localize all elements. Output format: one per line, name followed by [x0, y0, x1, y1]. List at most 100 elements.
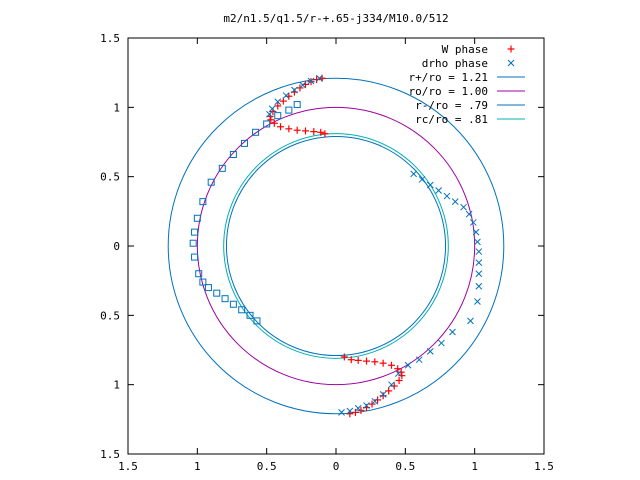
data-points: [189, 74, 483, 418]
chart-title: m2/n1.5/q1.5/r-+.65-j334/M10.0/512: [223, 12, 448, 25]
y-tick-label: 1: [113, 101, 120, 114]
x-tick-label: 0.5: [395, 460, 415, 473]
marker-stroke: [229, 150, 237, 158]
data-point: [418, 176, 426, 183]
data-point: [195, 270, 203, 278]
marker-stroke: [285, 106, 293, 114]
data-point: [268, 105, 276, 113]
data-point: [410, 170, 418, 178]
marker-stroke: [268, 105, 276, 113]
data-point: [371, 397, 379, 405]
data-point: [385, 387, 393, 395]
data-point: [363, 402, 370, 409]
data-point: [263, 120, 271, 128]
data-point: [475, 248, 483, 255]
marker-stroke: [213, 289, 221, 297]
y-tick-label: 1.5: [100, 448, 120, 461]
data-point: [371, 358, 379, 366]
marker-stroke: [469, 219, 477, 226]
marker-stroke: [193, 214, 201, 222]
marker-stroke: [204, 284, 212, 292]
marker-stroke: [438, 339, 445, 347]
marker-stroke: [507, 59, 515, 67]
marker-stroke: [246, 311, 254, 319]
marker-stroke: [363, 402, 370, 409]
marker-stroke: [474, 298, 481, 305]
legend-label: W phase: [442, 43, 488, 56]
data-point: [285, 125, 293, 133]
marker-stroke: [435, 187, 442, 194]
data-point: [472, 228, 480, 236]
x-tick-label: 0.5: [257, 460, 277, 473]
legend-swatch: [507, 45, 515, 53]
data-point: [316, 74, 323, 82]
marker-stroke: [404, 361, 412, 369]
data-point: [291, 86, 298, 94]
marker-stroke: [474, 238, 481, 246]
marker-stroke: [207, 178, 215, 186]
marker-stroke: [410, 170, 418, 178]
y-tick-label: 0.5: [100, 171, 120, 184]
data-point: [191, 228, 199, 236]
marker-stroke: [415, 356, 423, 364]
data-point: [274, 112, 282, 120]
marker-stroke: [475, 259, 483, 266]
marker-stroke: [263, 120, 271, 128]
marker-stroke: [465, 210, 473, 218]
data-point: [207, 178, 215, 186]
marker-stroke: [293, 101, 301, 109]
series-drho-phase: [266, 74, 483, 416]
x-tick-label: 1.5: [118, 460, 138, 473]
marker-stroke: [460, 203, 467, 211]
data-point: [282, 92, 290, 99]
marker-stroke: [443, 192, 451, 200]
marker-stroke: [274, 98, 282, 106]
data-point: [354, 404, 362, 412]
data-point: [475, 270, 483, 278]
marker-stroke: [253, 317, 261, 325]
data-point: [415, 356, 423, 364]
x-tick-label: 1: [471, 460, 478, 473]
data-point: [204, 284, 212, 292]
data-point: [229, 300, 237, 308]
data-point: [338, 409, 345, 416]
marker-stroke: [371, 397, 379, 405]
marker-stroke: [475, 248, 483, 255]
circle-r-1: [196, 106, 476, 386]
data-point: [354, 356, 362, 364]
marker-stroke: [418, 176, 426, 183]
legend-label: drho phase: [422, 57, 488, 70]
data-point: [193, 214, 201, 222]
data-point: [390, 382, 398, 390]
ratio-circles: [167, 77, 505, 415]
data-point: [346, 407, 354, 415]
circle-r-0.79: [225, 135, 447, 357]
data-point: [293, 101, 301, 109]
data-point: [388, 381, 395, 389]
marker-stroke: [426, 181, 434, 189]
marker-stroke: [475, 282, 483, 290]
data-point: [252, 128, 260, 136]
marker-stroke: [316, 74, 323, 82]
data-point: [299, 81, 307, 89]
legend-label: r+/ro = 1.21: [409, 71, 488, 84]
marker-stroke: [299, 81, 307, 89]
data-point: [469, 219, 477, 226]
data-point: [199, 198, 207, 206]
data-point: [191, 253, 199, 261]
data-point: [379, 392, 387, 400]
marker-stroke: [191, 228, 199, 236]
marker-stroke: [475, 270, 483, 278]
series-drho-phase-square-: [189, 101, 301, 325]
data-point: [307, 77, 315, 85]
data-point: [229, 150, 237, 158]
data-point: [443, 192, 451, 200]
data-point: [397, 368, 405, 376]
marker-stroke: [395, 370, 402, 377]
data-point: [293, 126, 301, 134]
data-point: [274, 98, 282, 106]
marker-stroke: [467, 317, 474, 325]
legend-swatch: [507, 59, 515, 67]
